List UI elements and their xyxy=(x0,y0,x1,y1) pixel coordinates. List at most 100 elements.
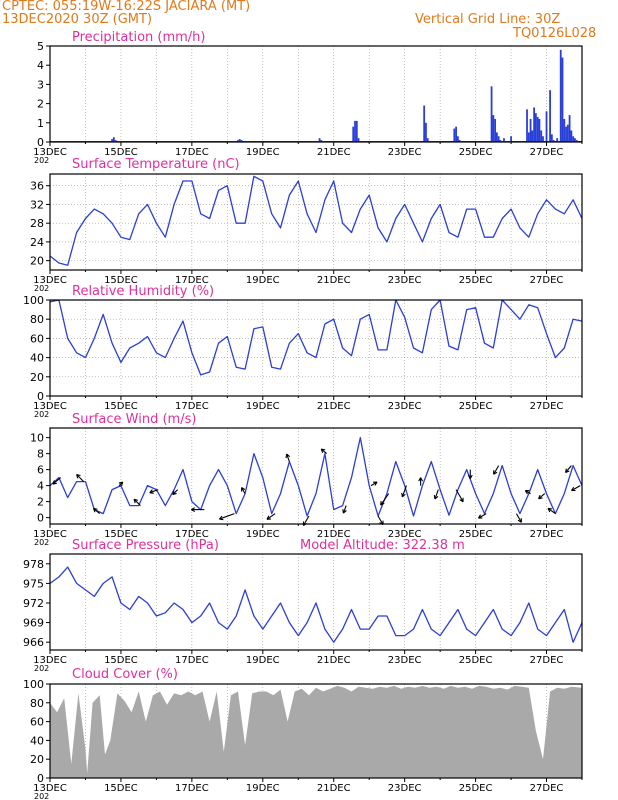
wind-arrow-head xyxy=(477,514,481,519)
temp-y-tick-label: 32 xyxy=(30,198,44,211)
precip-bar xyxy=(494,118,497,142)
precip-bar xyxy=(497,136,500,142)
pressure-annotation: Model Altitude: 322.38 m xyxy=(300,538,465,553)
precip-bar xyxy=(533,107,536,142)
precip-bar xyxy=(495,132,498,142)
wind-arrow-head xyxy=(418,477,422,482)
wind-frame xyxy=(49,427,583,525)
temp-series-line xyxy=(49,175,583,266)
rh-y-tick-label: 40 xyxy=(30,352,44,365)
wind-arrow-shaft xyxy=(377,515,384,525)
wind-arrow-head xyxy=(219,518,224,521)
pressure-x-tick-label: 23DEC xyxy=(388,655,422,666)
temp-title: Surface Temperature (nC) xyxy=(72,157,240,172)
wind-arrow-head xyxy=(76,474,79,479)
temp-x-tick-label: 15DEC xyxy=(104,275,138,286)
temp-y-axis: 20 24 28 32 36 xyxy=(30,180,50,268)
wind-x-tick-label: 15DEC xyxy=(104,529,138,540)
temp-y-tick-label: 20 xyxy=(30,255,44,268)
cloud-year-label: 202 xyxy=(34,792,49,800)
wind-arrow xyxy=(191,507,205,513)
rh-y-tick-label: 0 xyxy=(37,390,44,403)
precip-bar xyxy=(572,136,575,142)
rh-y-tick-label: 20 xyxy=(30,371,44,384)
pressure-frame xyxy=(49,553,583,651)
wind-arrow-head xyxy=(469,474,473,479)
wind-arrow-head xyxy=(286,453,291,458)
wind-arrow-head xyxy=(401,493,406,498)
wind-arrow-shaft xyxy=(565,465,572,473)
pressure-y-tick-label: 966 xyxy=(23,636,44,649)
wind-arrow-shaft xyxy=(93,508,101,515)
precip-bar xyxy=(556,138,559,142)
wind-arrow xyxy=(455,489,464,503)
cloud-x-tick-label: 13DEC xyxy=(33,783,67,794)
precip-y-tick-label: 5 xyxy=(37,40,44,53)
wind-arrow-shaft xyxy=(172,489,179,495)
precip-bar xyxy=(510,136,512,142)
pressure-grid xyxy=(85,554,547,650)
rh-x-tick-label: 21DEC xyxy=(317,401,351,412)
precip-y-tick-label: 0 xyxy=(37,136,44,149)
cloud-x-tick-label: 17DEC xyxy=(175,783,209,794)
wind-x-tick-label: 13DEC xyxy=(33,529,67,540)
wind-arrow-shaft xyxy=(266,513,276,520)
precip-bar xyxy=(536,117,539,142)
wind-arrow-head xyxy=(374,481,378,486)
precip-bar xyxy=(456,136,459,142)
wind-arrow xyxy=(76,474,85,482)
pressure-y-axis: 966 969 972 975 978 xyxy=(23,558,50,649)
pressure-y-tick-label: 978 xyxy=(23,558,44,571)
wind-arrow-shaft xyxy=(286,453,290,462)
wind-title: Surface Wind (m/s) xyxy=(72,412,196,427)
precip-frame xyxy=(49,45,583,143)
wind-arrow-head xyxy=(433,494,436,500)
pressure-year-label: 202 xyxy=(34,664,49,673)
precip-x-tick-label: 13DEC xyxy=(33,147,67,158)
wind-arrow xyxy=(52,477,61,485)
wind-arrow xyxy=(565,465,572,474)
rh-x-tick-label: 13DEC xyxy=(33,401,67,412)
temp-panel: 20 24 28 32 36 13DEC 15DEC 17DEC 19DEC 21DEC 23DEC… xyxy=(30,157,583,293)
cloud-x-tick-label: 15DEC xyxy=(104,783,138,794)
wind-arrow-shaft xyxy=(401,485,407,498)
wind-arrow-head xyxy=(342,509,344,514)
rh-x-tick-label: 19DEC xyxy=(246,401,280,412)
rh-title: Relative Humidity (%) xyxy=(72,284,214,299)
pressure-x-tick-label: 17DEC xyxy=(175,655,209,666)
wind-arrow-head xyxy=(118,481,123,484)
cloud-x-tick-label: 21DEC xyxy=(317,783,351,794)
wind-grid xyxy=(85,428,547,524)
precip-bar xyxy=(355,120,358,142)
wind-arrow xyxy=(377,515,384,526)
temp-x-tick-label: 17DEC xyxy=(175,275,209,286)
wind-arrow-shaft xyxy=(133,498,141,506)
temp-grid xyxy=(50,174,582,270)
wind-year-label: 202 xyxy=(34,538,49,547)
precip-bar xyxy=(570,130,573,142)
wind-arrow-head xyxy=(320,448,324,454)
pressure-y-tick-label: 975 xyxy=(23,577,44,590)
precip-bar xyxy=(354,120,356,142)
temp-x-tick-label: 19DEC xyxy=(246,275,280,286)
temp-year-label: 202 xyxy=(34,284,49,293)
temp-y-tick-label: 28 xyxy=(30,217,44,230)
precip-x-tick-label: 23DEC xyxy=(388,147,422,158)
temp-y-tick-label: 24 xyxy=(30,236,44,249)
wind-arrow-shaft xyxy=(76,474,85,482)
rh-y-tick-label: 100 xyxy=(23,294,44,307)
wind-arrow-head xyxy=(380,502,385,506)
rh-frame xyxy=(49,299,583,397)
wind-arrow-head xyxy=(52,480,55,485)
wind-arrow xyxy=(524,490,531,495)
wind-arrow-head xyxy=(434,495,439,500)
wind-arrow-head xyxy=(401,492,403,497)
wind-arrow-shaft xyxy=(434,489,439,500)
rh-y-tick-label: 60 xyxy=(30,332,44,345)
cloud-y-tick-label: 60 xyxy=(30,716,44,729)
wind-arrow-shaft xyxy=(320,448,327,455)
wind-x-tick-label: 17DEC xyxy=(175,529,209,540)
rh-panel: 0 20 40 60 80 100 13DEC 15DEC 17DEC 19DEC 21DEC 23D… xyxy=(23,284,583,419)
wind-arrow-head xyxy=(547,508,551,513)
wind-arrows xyxy=(52,448,581,526)
